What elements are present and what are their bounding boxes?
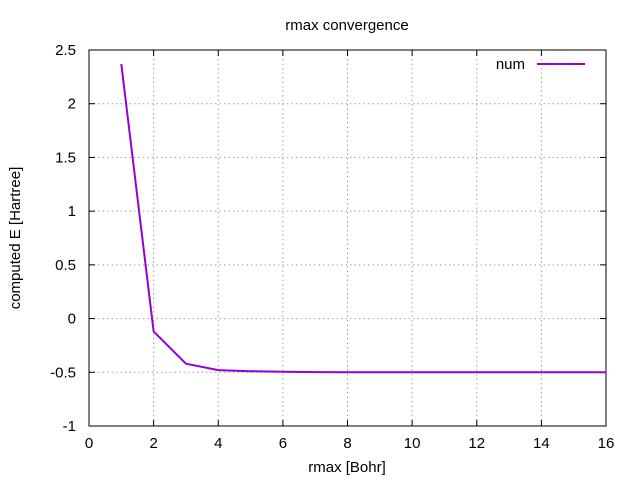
x-tick-label: 12 — [468, 435, 485, 452]
legend-label-num: num — [496, 56, 525, 73]
y-tick-label: 2.5 — [55, 42, 76, 59]
x-tick-label: 10 — [404, 435, 421, 452]
y-tick-label: 0.5 — [55, 257, 76, 274]
x-axis-label: rmax [Bohr] — [308, 459, 386, 476]
x-tick-label: 14 — [533, 435, 550, 452]
y-tick-label: 1 — [68, 203, 76, 220]
x-tick-label: 0 — [85, 435, 93, 452]
x-tick-label: 8 — [343, 435, 351, 452]
y-tick-label: 2 — [68, 96, 76, 113]
x-tick-label: 6 — [279, 435, 287, 452]
y-tick-label: 1.5 — [55, 149, 76, 166]
x-tick-label: 2 — [149, 435, 157, 452]
y-axis-label: computed E [Hartree] — [7, 167, 24, 310]
tick-labels: 0 2 4 6 8 10 12 14 16 -1 -0.5 0 0.5 1 1.5 2 2.5 — [50, 42, 614, 452]
chart-title: rmax convergence — [285, 17, 408, 34]
y-tick-label: -0.5 — [50, 364, 76, 381]
x-tick-label: 16 — [598, 435, 615, 452]
legend: num — [496, 56, 585, 73]
y-tick-label: 0 — [68, 311, 76, 328]
series-line-num — [120, 63, 606, 374]
grid-lines — [89, 50, 606, 426]
y-tick-label: -1 — [63, 418, 76, 435]
x-tick-label: 4 — [214, 435, 222, 452]
series-lines — [120, 63, 606, 374]
